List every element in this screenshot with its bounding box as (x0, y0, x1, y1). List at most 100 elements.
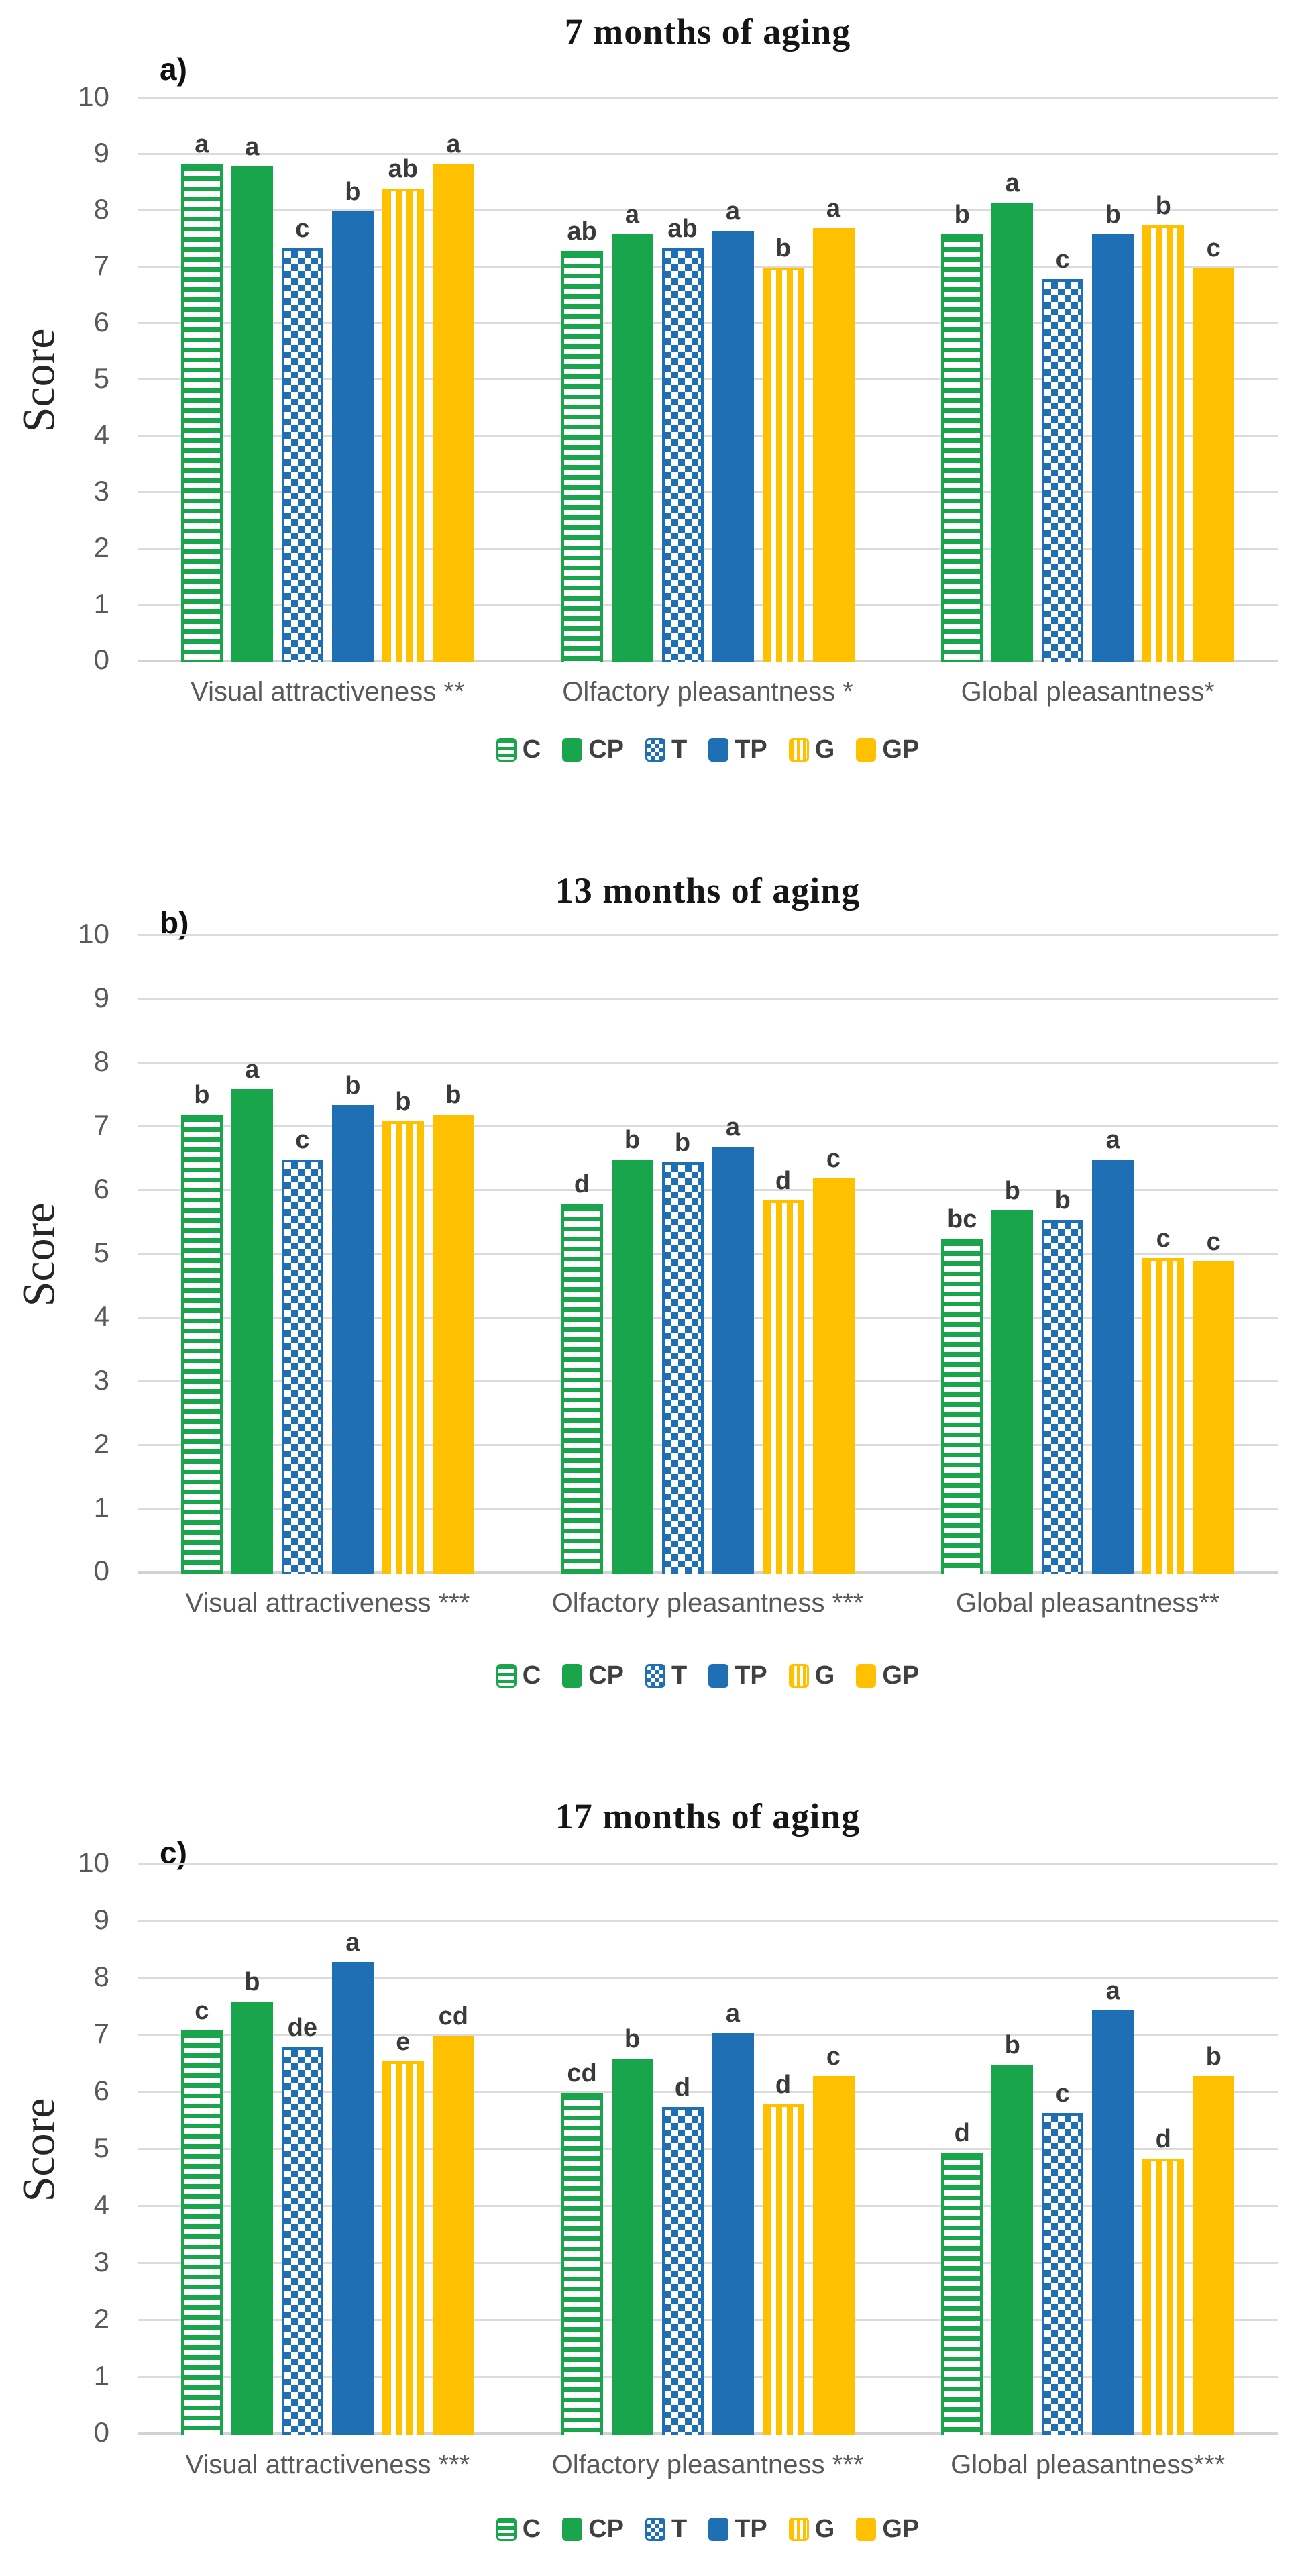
bar-group-2: cd b d a d c (518, 1865, 898, 2435)
bar-TP (712, 231, 754, 662)
y-tick-label-9: 9 (93, 982, 109, 1013)
bar-C (941, 1239, 983, 1574)
y-tick-label-10: 10 (78, 81, 109, 112)
gridline-y3: 3 (94, 1364, 1278, 1396)
significance-letter: b (1004, 2030, 1020, 2059)
significance-letter: b (194, 1081, 210, 1109)
gridline-y10: 10 (78, 81, 1278, 112)
y-tick-label-5: 5 (93, 2132, 109, 2163)
y-tick-label-8: 8 (93, 1045, 109, 1077)
y-tick-label-0: 0 (93, 643, 109, 675)
bar-wrap-CP: b (991, 936, 1034, 1574)
legend-item-TP: TP (708, 1661, 767, 1690)
legend-item-C: C (496, 2515, 541, 2544)
gridline-y1: 1 (94, 1492, 1278, 1523)
bar-wrap-TP: a (712, 1865, 754, 2435)
significance-letter: d (674, 2073, 691, 2102)
significance-letter: c (826, 1145, 841, 1173)
legend-swatch-icon (562, 2518, 583, 2541)
bar-C (561, 1204, 603, 1574)
bar-T (661, 1162, 704, 1574)
bar-wrap-CP: a (991, 99, 1034, 662)
significance-letter: a (625, 200, 640, 229)
significance-letter: c (1206, 1227, 1221, 1256)
bar-wrap-CP: a (231, 99, 273, 662)
bar-wrap-C: ab (561, 99, 603, 662)
chart-panel-a: 7 months of aging a) Score 0 1 2 3 4 5 6 7 8 9 10 a… (0, 0, 1302, 839)
bar-GP (812, 228, 855, 662)
bar-wrap-CP: b (611, 936, 653, 1574)
bar-GP (1193, 1261, 1235, 1574)
y-tick-label-6: 6 (93, 1173, 109, 1204)
legend-item-GP: GP (856, 2515, 919, 2544)
bars-row: c b de a e cd cd b d a d c d b c a d b (138, 1865, 1278, 2435)
gridline-y5: 5 (94, 1237, 1278, 1268)
gridline-y1: 1 (94, 2360, 1278, 2391)
legend-item-C: C (496, 735, 541, 764)
y-axis-title: Score (13, 1202, 64, 1307)
x-axis-baseline: 0 (94, 2416, 1278, 2448)
x-axis-label-2: Olfactory pleasantness * (562, 677, 853, 707)
gridline-y5: 5 (94, 2132, 1278, 2163)
bar-wrap-GP: b (1193, 1865, 1235, 2435)
bar-wrap-GP: c (812, 936, 855, 1574)
bar-group-1: a a c b ab a (138, 99, 518, 662)
bar-group-1: b a c b b b (138, 936, 518, 1574)
gridline-y3: 3 (94, 475, 1278, 507)
bar-wrap-GP: a (432, 99, 474, 662)
legend-label: CP (588, 735, 624, 764)
legend-item-T: T (645, 735, 687, 764)
significance-letter: d (1155, 2124, 1171, 2153)
gridline-y9: 9 (94, 1904, 1278, 1935)
bar-wrap-G: ab (382, 99, 424, 662)
bar-wrap-T: ab (661, 99, 704, 662)
gridline-y6: 6 (94, 2075, 1278, 2106)
bar-wrap-TP: a (1092, 1865, 1134, 2435)
chart-title: 7 months of aging (564, 11, 851, 52)
bar-wrap-C: bc (941, 936, 983, 1574)
y-tick-label-10: 10 (78, 1847, 109, 1878)
bar-wrap-C: c (180, 1865, 223, 2435)
legend-label: CP (588, 2515, 624, 2543)
y-tick-label-3: 3 (93, 2246, 109, 2277)
significance-letter: a (1105, 1976, 1120, 2005)
legend-label: C (522, 1661, 541, 1690)
y-tick-label-5: 5 (93, 362, 109, 394)
legend-item-CP: CP (562, 2515, 624, 2544)
y-axis-title: Score (13, 2098, 64, 2202)
bar-wrap-T: c (281, 936, 323, 1574)
gridline-y7: 7 (94, 1109, 1278, 1141)
bar-wrap-CP: b (231, 1865, 273, 2435)
significance-letter: c (295, 1125, 310, 1154)
gridline-y7: 7 (94, 250, 1278, 281)
bar-G (762, 2104, 804, 2435)
x-axis-category-labels: Visual attractiveness *** Olfactory pleas… (138, 1588, 1278, 1618)
bar-GP (812, 1178, 855, 1574)
y-tick-label-2: 2 (93, 2303, 109, 2334)
bar-G (1142, 225, 1185, 662)
bar-TP (1092, 234, 1134, 662)
y-tick-label-2: 2 (93, 1428, 109, 1459)
legend-item-G: G (788, 2515, 834, 2544)
significance-letter: b (1155, 192, 1171, 220)
gridline-y7: 7 (94, 2018, 1278, 2049)
legend-label: G (814, 1661, 835, 1690)
significance-letter: a (826, 195, 841, 223)
y-tick-label-0: 0 (93, 2416, 109, 2448)
y-tick-label-2: 2 (93, 531, 109, 563)
bar-wrap-TP: a (712, 936, 754, 1574)
y-tick-label-5: 5 (93, 1237, 109, 1268)
y-tick-label-10: 10 (78, 918, 109, 949)
bar-wrap-T: c (1042, 1865, 1084, 2435)
legend: C CP T TP G GP (138, 1661, 1278, 1690)
y-axis-title: Score (13, 328, 64, 433)
significance-letter: d (574, 1170, 590, 1198)
significance-letter: b (445, 1081, 462, 1109)
bar-C (941, 234, 983, 662)
bar-T (1042, 1219, 1084, 1574)
gridline-y10: 10 (78, 918, 1278, 949)
significance-letter: c (826, 2042, 841, 2071)
bar-TP (331, 1961, 374, 2435)
significance-letter: b (1205, 2042, 1222, 2071)
bar-wrap-T: b (661, 936, 704, 1574)
